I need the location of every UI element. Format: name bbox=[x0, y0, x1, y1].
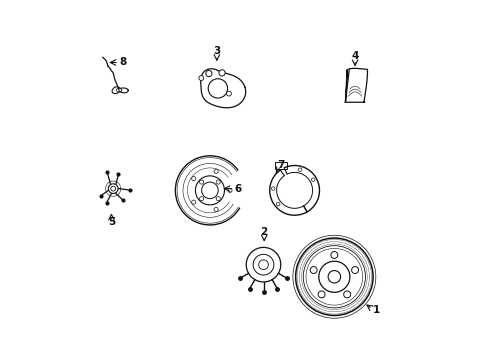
Text: 1: 1 bbox=[372, 305, 380, 315]
Circle shape bbox=[216, 197, 220, 201]
Circle shape bbox=[199, 180, 203, 184]
Circle shape bbox=[199, 197, 203, 201]
Circle shape bbox=[208, 79, 227, 98]
Circle shape bbox=[330, 252, 337, 258]
Text: 5: 5 bbox=[107, 217, 115, 227]
Text: 4: 4 bbox=[351, 51, 358, 60]
Circle shape bbox=[214, 207, 218, 212]
Circle shape bbox=[298, 168, 301, 171]
Circle shape bbox=[318, 291, 325, 298]
Text: 2: 2 bbox=[260, 227, 267, 237]
Circle shape bbox=[216, 180, 220, 184]
Circle shape bbox=[191, 200, 195, 204]
Circle shape bbox=[219, 70, 224, 76]
Text: 7: 7 bbox=[277, 161, 284, 171]
Circle shape bbox=[343, 291, 350, 298]
Circle shape bbox=[110, 186, 115, 191]
Text: 6: 6 bbox=[234, 184, 242, 194]
Circle shape bbox=[205, 71, 212, 77]
Circle shape bbox=[276, 202, 279, 206]
Circle shape bbox=[351, 267, 358, 274]
Circle shape bbox=[309, 267, 316, 274]
Text: 3: 3 bbox=[213, 46, 220, 57]
Circle shape bbox=[227, 188, 232, 193]
Text: 8: 8 bbox=[120, 58, 126, 67]
Circle shape bbox=[311, 178, 314, 181]
Circle shape bbox=[258, 260, 268, 270]
Circle shape bbox=[327, 271, 340, 283]
Circle shape bbox=[226, 91, 231, 96]
Circle shape bbox=[271, 187, 274, 190]
Circle shape bbox=[191, 176, 195, 181]
Circle shape bbox=[199, 76, 203, 81]
Circle shape bbox=[201, 182, 218, 199]
Circle shape bbox=[214, 169, 218, 174]
